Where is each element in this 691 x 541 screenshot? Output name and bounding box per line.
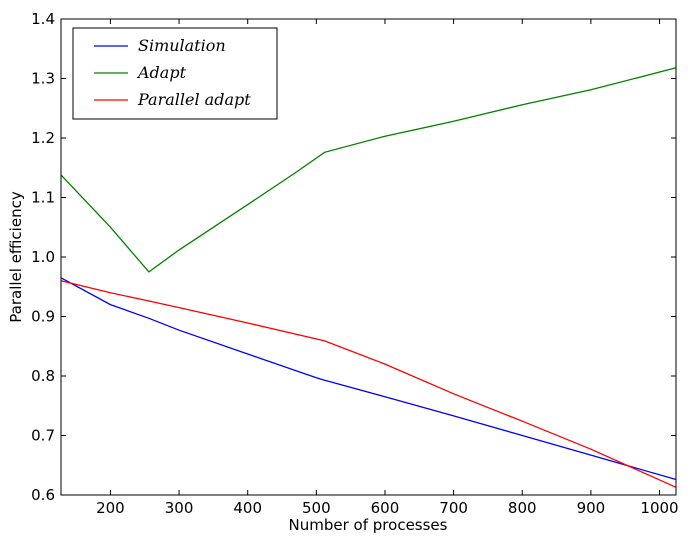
- series-layer: [60, 67, 677, 488]
- y-tick-label: 1.1: [31, 189, 55, 207]
- y-tick-label: 1.0: [31, 248, 55, 266]
- x-tick-label: 200: [96, 499, 125, 517]
- x-axis-ticks: 200 300 400 500 600 700 800 900 1000: [96, 19, 679, 517]
- y-tick-label: 0.7: [31, 427, 55, 445]
- legend-label-1: Adapt: [136, 63, 187, 82]
- y-axis-ticks: 0.6 0.7 0.8 0.9 1.0 1.1 1.2 1.3 1.4: [31, 10, 676, 504]
- legend-label-2: Parallel adapt: [137, 90, 251, 109]
- x-axis-label: Number of processes: [289, 516, 448, 534]
- legend: Simulation Adapt Parallel adapt: [72, 27, 278, 120]
- x-tick-label: 500: [302, 499, 331, 517]
- y-tick-label: 1.4: [31, 10, 55, 28]
- x-tick-label: 700: [439, 499, 468, 517]
- legend-label-0: Simulation: [138, 36, 226, 55]
- x-tick-label: 1000: [640, 499, 678, 517]
- series-line-0: [60, 277, 677, 481]
- y-tick-label: 0.6: [31, 486, 55, 504]
- y-tick-label: 1.2: [31, 129, 55, 147]
- x-tick-label: 800: [508, 499, 537, 517]
- series-line-1: [60, 67, 677, 273]
- y-tick-label: 0.8: [31, 367, 55, 385]
- x-tick-label: 900: [577, 499, 606, 517]
- x-tick-label: 600: [371, 499, 400, 517]
- x-tick-label: 300: [165, 499, 194, 517]
- x-tick-label: 400: [233, 499, 262, 517]
- y-axis-label: Parallel efficiency: [7, 191, 25, 323]
- y-tick-label: 0.9: [31, 308, 55, 326]
- series-line-2: [60, 280, 677, 488]
- y-tick-label: 1.3: [31, 70, 55, 88]
